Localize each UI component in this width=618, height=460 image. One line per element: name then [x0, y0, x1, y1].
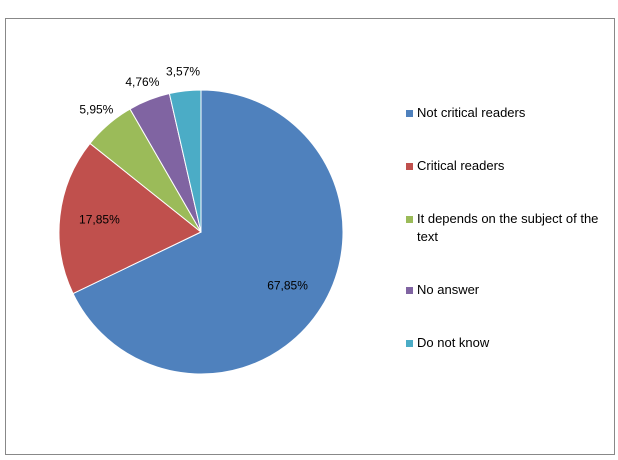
- pie-slice: [72, 89, 344, 375]
- legend-swatch: [406, 287, 413, 294]
- legend-swatch: [406, 340, 413, 347]
- legend-swatch: [406, 110, 413, 117]
- data-label: 5,95%: [79, 103, 113, 117]
- legend-item: It depends on the subject of the text: [406, 210, 606, 246]
- pie-slice: [168, 89, 202, 233]
- data-label: 67,85%: [267, 279, 308, 293]
- pie-slice: [58, 142, 202, 295]
- legend-label: No answer: [417, 282, 480, 297]
- legend-label: Do not know: [417, 335, 490, 350]
- legend-label: It depends on the subject of the text: [417, 211, 599, 244]
- legend: Not critical readers Critical readers It d…: [406, 104, 606, 387]
- data-label: 3,57%: [166, 65, 200, 79]
- legend-item: Critical readers: [406, 157, 606, 175]
- legend-swatch: [406, 216, 413, 223]
- legend-item: Not critical readers: [406, 104, 606, 122]
- data-label: 17,85%: [79, 213, 120, 227]
- legend-item: No answer: [406, 281, 606, 299]
- legend-item: Do not know: [406, 334, 606, 352]
- legend-label: Critical readers: [417, 158, 505, 173]
- data-label: 4,76%: [125, 75, 159, 89]
- legend-label: Not critical readers: [417, 105, 526, 120]
- legend-swatch: [406, 163, 413, 170]
